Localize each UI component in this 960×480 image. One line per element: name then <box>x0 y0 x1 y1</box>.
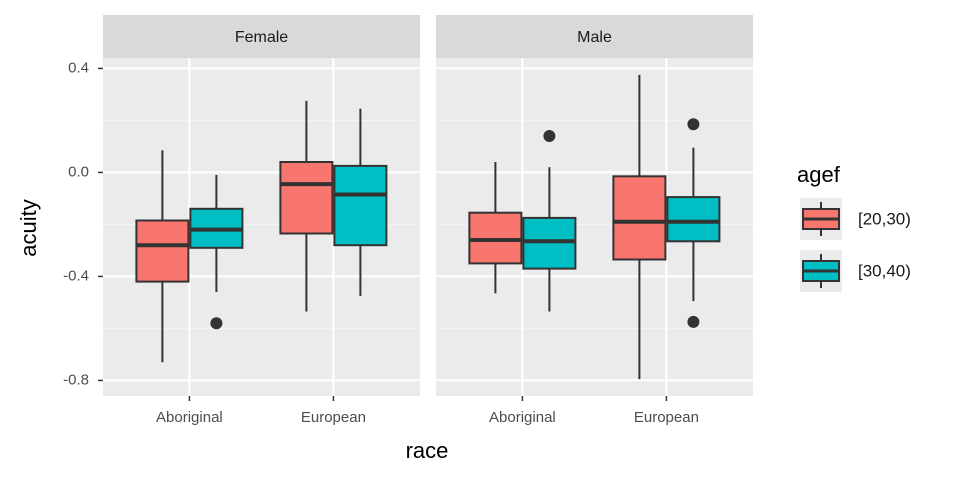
y-tick-label: 0.0 <box>68 163 89 180</box>
outlier <box>687 118 700 131</box>
x-tick-label: European <box>301 409 366 426</box>
y-axis-title: acuity <box>16 199 41 256</box>
legend-label: [20,30) <box>858 209 911 228</box>
y-tick-label: -0.4 <box>63 267 89 284</box>
strip <box>103 15 420 58</box>
legend-title: agef <box>797 162 841 187</box>
box <box>666 196 721 243</box>
outlier <box>543 130 556 142</box>
outlier <box>210 317 223 330</box>
y-tick-label: 0.4 <box>68 59 89 76</box>
legend-label: [30,40) <box>858 261 911 280</box>
x-tick-label: European <box>634 409 699 426</box>
y-tick-label: -0.8 <box>63 371 89 388</box>
box <box>612 175 667 261</box>
box <box>279 161 334 235</box>
box <box>333 164 388 247</box>
x-tick-label: Aboriginal <box>489 409 556 426</box>
box <box>135 219 190 283</box>
strip-label: Female <box>235 29 288 46</box>
x-axis-title: race <box>406 438 449 463</box>
x-tick-label: Aboriginal <box>156 409 223 426</box>
strip-label: Male <box>577 29 612 46</box>
strip <box>436 15 753 58</box>
outlier <box>687 315 700 328</box>
